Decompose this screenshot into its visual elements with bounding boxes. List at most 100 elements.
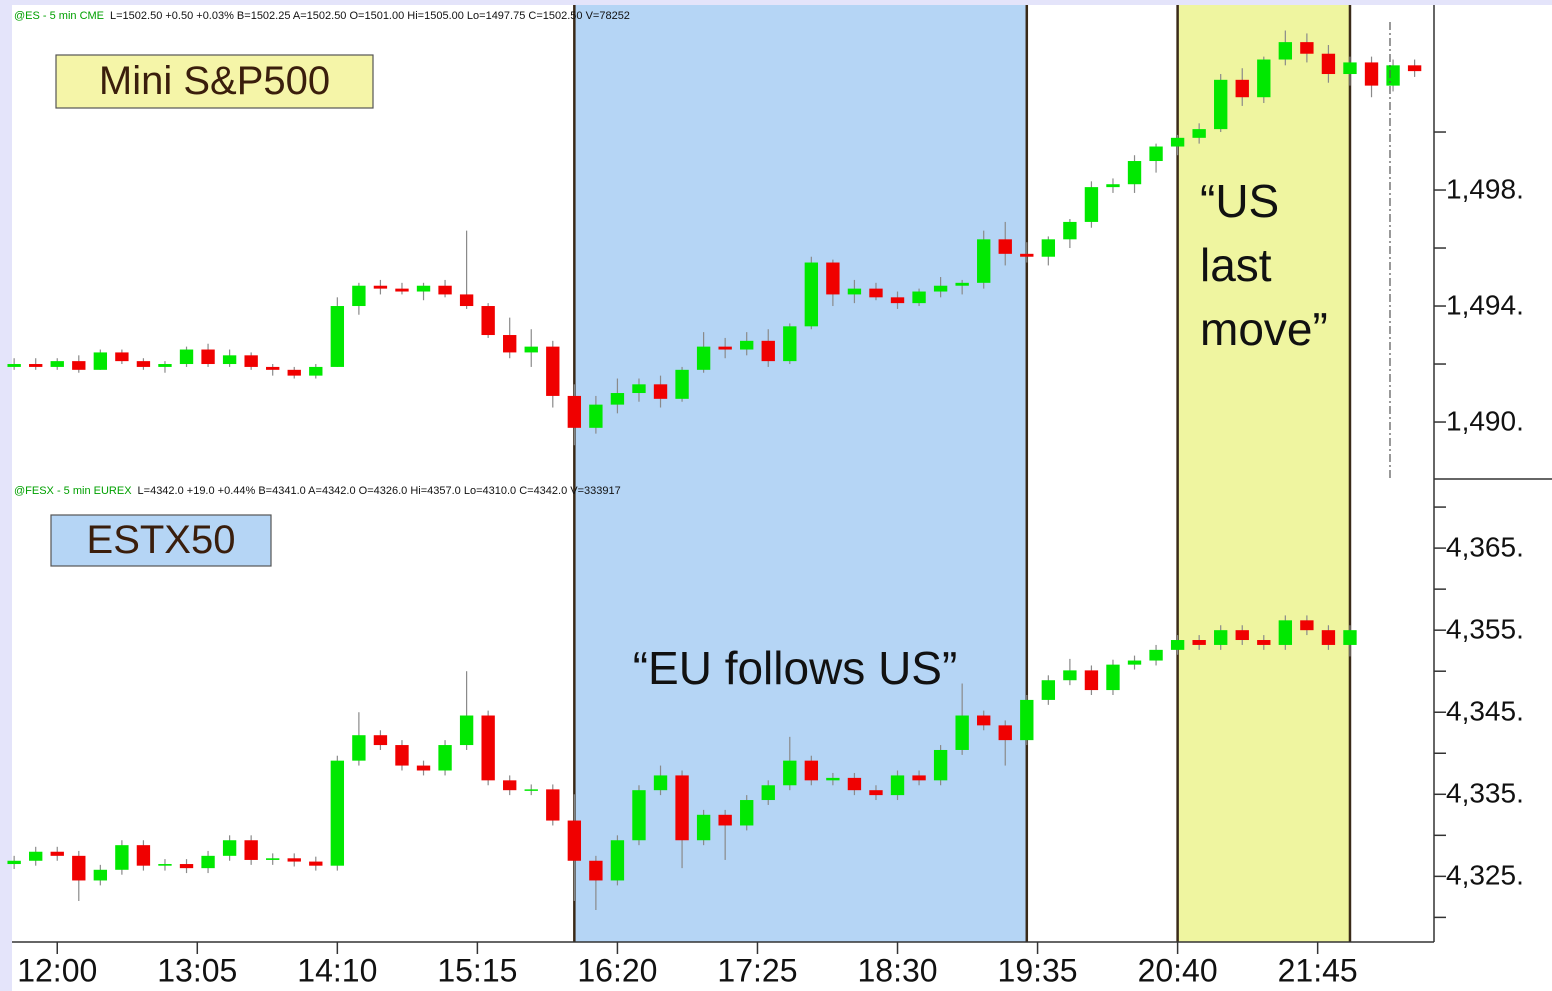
candle-body — [696, 814, 711, 841]
candle-body — [72, 855, 86, 881]
candle-body — [869, 288, 883, 298]
candle-body — [481, 715, 495, 781]
candle-body — [330, 306, 345, 367]
candle-body — [933, 749, 948, 781]
candle-body — [610, 840, 625, 881]
x-tick-label: 15:15 — [437, 952, 517, 988]
candle-body — [287, 858, 301, 862]
candle-body — [1235, 630, 1249, 641]
y-tick-label: 1,490. — [1446, 405, 1524, 436]
candle-body — [438, 285, 452, 295]
candle-body — [309, 861, 323, 866]
candle-body — [589, 404, 603, 428]
candle-body — [50, 361, 64, 367]
candle-body — [804, 262, 819, 327]
candle-body — [610, 393, 625, 405]
candle-body — [136, 845, 151, 866]
candle-body — [675, 369, 689, 399]
candle-body — [503, 780, 517, 791]
candle-body — [1084, 670, 1099, 691]
candle-body — [309, 366, 323, 376]
candle-body — [653, 775, 668, 791]
y-tick-label: 1,498. — [1446, 173, 1524, 204]
candle-body — [201, 855, 215, 869]
candle-body — [244, 840, 258, 860]
candle-body — [1278, 620, 1293, 645]
symbol-header: @ES - 5 min CME L=1502.50 +0.50 +0.03% B=… — [14, 10, 630, 22]
candle-body — [179, 349, 194, 365]
regions — [573, 5, 1352, 942]
candle-body — [1343, 62, 1357, 75]
candle-body — [29, 364, 43, 367]
candle-body — [546, 789, 560, 821]
annotation: “US — [1200, 175, 1279, 227]
candle-body — [1127, 161, 1142, 185]
candle-body — [158, 864, 172, 866]
candle-body — [1386, 65, 1400, 86]
x-tick-label: 19:35 — [998, 952, 1078, 988]
candle-body — [977, 239, 991, 283]
candle-body — [1278, 42, 1293, 60]
candle-body — [395, 745, 409, 766]
candle-body — [567, 395, 582, 428]
candle-body — [653, 384, 668, 399]
candle-body — [459, 715, 474, 746]
candle-body — [1063, 670, 1077, 681]
candle-body — [1020, 253, 1034, 257]
candle-body — [1343, 630, 1357, 645]
candle-body — [1192, 640, 1206, 645]
candle-body — [1170, 640, 1185, 650]
candle-body — [761, 340, 775, 362]
candle-body — [524, 789, 538, 791]
candle-body — [804, 760, 819, 781]
candle-body — [287, 369, 301, 376]
candle-body — [783, 326, 797, 362]
candle-body — [179, 864, 194, 869]
candle-body — [244, 355, 258, 367]
quote: L=1502.50 +0.50 +0.03% B=1502.25 A=1502.… — [110, 10, 630, 22]
y-tick-label: 4,355. — [1446, 614, 1524, 645]
candle-body — [115, 845, 129, 870]
x-tick-label: 18:30 — [857, 952, 937, 988]
panel-label-box — [50, 514, 272, 567]
candle-body — [1106, 664, 1120, 691]
candle-body — [72, 361, 86, 370]
candle-body — [1084, 187, 1099, 222]
candle-body — [1127, 660, 1142, 665]
candle-body — [675, 775, 689, 841]
candle-body — [740, 340, 754, 350]
candle-body — [50, 851, 64, 856]
candle-body — [567, 820, 582, 861]
candle-body — [869, 790, 883, 796]
candle-body — [373, 285, 388, 289]
candle-body — [1257, 640, 1271, 645]
candle-body — [1321, 53, 1336, 75]
candle-body — [222, 840, 237, 856]
candle-body — [352, 735, 366, 761]
candle-body — [890, 775, 905, 796]
candle-body — [826, 777, 840, 781]
candle-body — [1149, 649, 1163, 661]
symbol: @ES - 5 min CME — [14, 10, 104, 22]
candle-body — [1364, 62, 1379, 86]
candle-body — [847, 288, 862, 295]
candle-body — [783, 760, 797, 786]
candle-body — [438, 745, 452, 771]
candle-body — [158, 364, 172, 367]
candle-body — [93, 869, 108, 881]
candle-body — [1257, 59, 1271, 98]
candle-body — [1063, 221, 1077, 240]
candle-body — [1300, 620, 1314, 631]
candle-body — [1235, 79, 1249, 98]
candle-body — [1192, 129, 1206, 138]
candle-body — [524, 346, 538, 353]
candle-body — [1041, 680, 1056, 700]
candle-body — [1106, 184, 1120, 188]
candle-body — [589, 860, 603, 881]
candle-body — [718, 814, 732, 826]
candle-body — [416, 285, 431, 292]
annotation: move” — [1200, 303, 1328, 355]
candle-body — [955, 282, 969, 286]
